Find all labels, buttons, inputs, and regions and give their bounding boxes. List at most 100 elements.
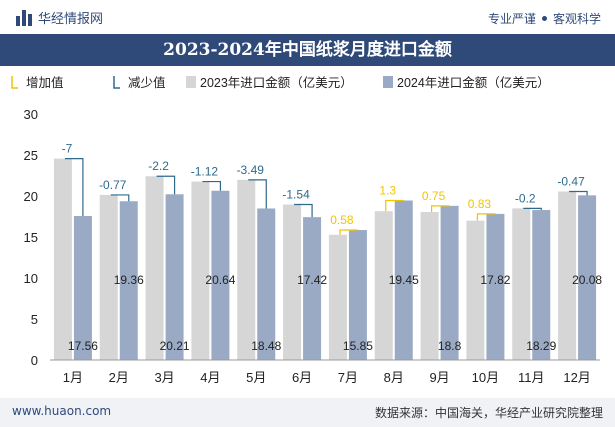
legend-marker-3 — [383, 76, 393, 88]
bar-2024-9 — [486, 213, 505, 360]
x-tick-label-5: 6月 — [292, 370, 312, 385]
footer-source: 数据来源：中国海关，华经产业研究院整理 — [374, 406, 603, 420]
data-label-2024-4: 18.48 — [251, 339, 281, 353]
change-bracket-0 — [64, 158, 84, 217]
data-label-2024-2: 20.21 — [160, 339, 190, 353]
change-bracket-6 — [339, 229, 358, 235]
y-tick-label-5: 25 — [24, 148, 38, 163]
change-bracket-10 — [523, 207, 542, 211]
change-bracket-3 — [202, 180, 222, 191]
change-bracket-4 — [248, 179, 267, 209]
change-label-6: 0.58 — [330, 213, 354, 227]
x-tick-label-4: 5月 — [246, 370, 266, 385]
data-label-2024-6: 15.85 — [343, 339, 373, 353]
bar-2023-4 — [237, 179, 256, 360]
x-tick-label-11: 12月 — [563, 370, 590, 385]
data-label-2024-11: 20.08 — [572, 273, 602, 287]
change-label-9: 0.83 — [468, 197, 492, 211]
bar-2023-3 — [191, 181, 210, 360]
bar-2023-11 — [558, 191, 577, 360]
data-label-2024-7: 19.45 — [389, 273, 419, 287]
slogan: 专业严谨 客观科学 — [488, 10, 601, 27]
footer: www.huaon.com 数据来源：中国海关，华经产业研究院整理 — [0, 398, 615, 427]
bar-2024-5 — [303, 217, 322, 360]
bar-2024-1 — [119, 201, 138, 360]
change-label-4: -3.49 — [237, 163, 265, 177]
bar-2024-7 — [394, 200, 413, 360]
change-label-11: -0.47 — [557, 174, 585, 188]
x-tick-label-10: 11月 — [518, 370, 545, 385]
bar-2023-6 — [328, 234, 347, 360]
footer-site: www.huaon.com — [12, 404, 112, 418]
legend-marker-2 — [186, 76, 196, 88]
change-label-5: -1.54 — [282, 188, 310, 202]
change-bracket-2 — [156, 175, 176, 195]
change-bracket-11 — [569, 190, 588, 196]
legend-label-2: 2023年进口金额（亿美元） — [200, 75, 353, 90]
data-label-2024-10: 18.29 — [526, 339, 556, 353]
change-label-10: -0.2 — [515, 191, 536, 205]
y-tick-label-2: 10 — [24, 271, 38, 286]
change-label-2: -2.2 — [148, 159, 169, 173]
x-tick-label-8: 9月 — [429, 370, 449, 385]
bar-2024-2 — [165, 194, 184, 360]
legend-label-3: 2024年进口金额（亿美元） — [397, 75, 550, 90]
change-label-7: 1.3 — [379, 184, 396, 198]
y-tick-label-0: 0 — [31, 353, 38, 368]
bar-2024-0 — [73, 216, 92, 360]
chart-canvas: 增加值 减少值 2023年进口金额（亿美元） 2024年进口金额（亿美元） 0 5 10 15… — [11, 75, 602, 385]
change-label-0: -7 — [62, 142, 73, 156]
bar-2023-0 — [53, 158, 72, 360]
data-label-2024-8: 18.8 — [438, 339, 462, 353]
bar-logo-icon — [16, 9, 32, 26]
bar-2024-10 — [532, 210, 551, 360]
x-tick-label-1: 2月 — [109, 370, 129, 385]
change-bracket-1 — [110, 194, 130, 202]
y-tick-label-1: 5 — [31, 312, 38, 327]
legend-label-1: 减少值 — [128, 75, 166, 90]
change-bracket-8 — [430, 205, 450, 212]
x-tick-label-7: 8月 — [384, 370, 404, 385]
data-label-2024-3: 20.64 — [205, 273, 235, 287]
bar-2023-8 — [420, 211, 439, 360]
dot-separator-icon — [541, 16, 547, 21]
top-bar: 华经情报网 专业严谨 客观科学 — [0, 0, 615, 34]
bar-2024-3 — [211, 190, 230, 360]
chart-title: 2023-2024年中国纸浆月度进口金额 — [163, 40, 452, 60]
data-label-2024-5: 17.42 — [297, 273, 327, 287]
legend-marker-0 — [11, 76, 18, 89]
bar-2024-4 — [257, 208, 276, 360]
bar-2024-6 — [348, 230, 367, 360]
bar-2023-7 — [374, 211, 393, 360]
y-tick-label-6: 30 — [24, 107, 38, 122]
data-label-2024-9: 17.82 — [480, 273, 510, 287]
change-bracket-7 — [385, 199, 404, 212]
bar-2023-2 — [145, 176, 164, 360]
x-tick-label-6: 7月 — [338, 370, 358, 385]
data-label-2024-0: 17.56 — [68, 339, 98, 353]
change-bracket-9 — [476, 213, 496, 221]
bar-2023-1 — [99, 194, 118, 360]
change-label-1: -0.77 — [99, 178, 127, 192]
bar-2023-10 — [512, 208, 531, 360]
data-label-2024-1: 19.36 — [114, 273, 144, 287]
bar-2023-9 — [466, 220, 485, 360]
x-tick-label-9: 10月 — [472, 370, 499, 385]
bar-2023-5 — [283, 204, 302, 360]
bar-2024-11 — [578, 195, 597, 360]
y-tick-label-3: 15 — [24, 230, 38, 245]
brand-name: 华经情报网 — [38, 12, 104, 27]
y-tick-label-4: 20 — [24, 189, 38, 204]
change-bracket-5 — [294, 203, 313, 218]
change-label-3: -1.12 — [191, 165, 219, 179]
title-bar: 2023-2024年中国纸浆月度进口金额 — [0, 34, 615, 66]
x-tick-label-2: 3月 — [154, 370, 174, 385]
slogan-right: 客观科学 — [552, 12, 601, 26]
change-label-8: 0.75 — [422, 189, 446, 203]
x-tick-label-0: 1月 — [63, 370, 83, 385]
slogan-left: 专业严谨 — [487, 12, 536, 26]
bar-2024-8 — [440, 205, 459, 360]
brand: 华经情报网 — [16, 8, 103, 27]
x-tick-label-3: 4月 — [200, 370, 220, 385]
legend-label-0: 增加值 — [26, 75, 64, 90]
